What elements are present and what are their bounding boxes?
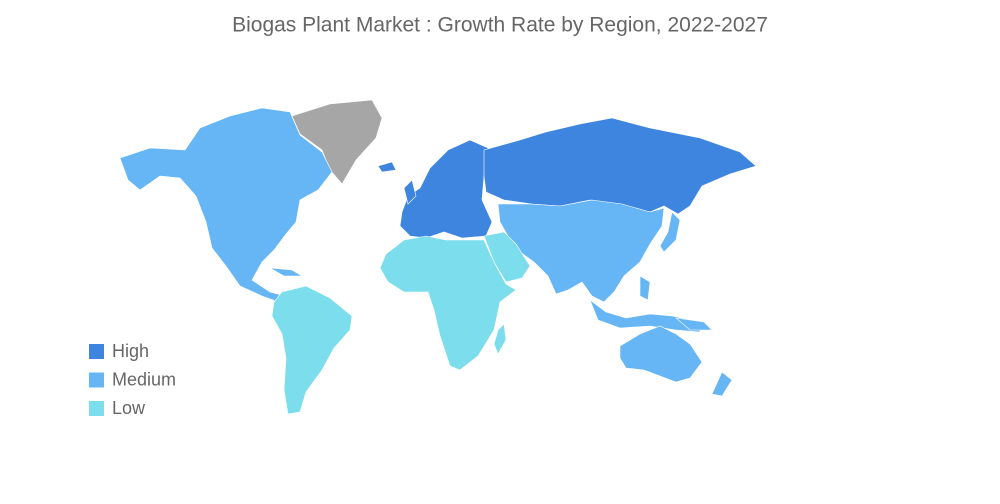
region-madagascar [493, 323, 507, 355]
map-title: Biogas Plant Market : Growth Rate by Reg… [232, 14, 768, 37]
world-map [119, 99, 757, 415]
region-iceland [377, 161, 397, 173]
legend-label: Medium [112, 369, 176, 389]
region-north-america [119, 107, 333, 305]
region-russia [483, 117, 757, 215]
legend-label: High [112, 341, 149, 361]
region-new-zealand [711, 371, 733, 397]
legend: High Medium Low [89, 341, 176, 418]
legend-swatch [89, 372, 104, 388]
region-uk [403, 179, 417, 205]
region-africa [379, 235, 517, 371]
legend-swatch [89, 344, 104, 359]
region-greenland [291, 99, 383, 185]
region-philippines [639, 275, 651, 301]
region-japan [659, 211, 681, 253]
region-asia [497, 199, 665, 303]
region-south-america [271, 285, 353, 415]
region-australia [619, 325, 703, 383]
legend-swatch [89, 401, 104, 416]
region-caribbean [269, 267, 304, 277]
region-indonesia [589, 299, 701, 333]
legend-label: Low [112, 398, 146, 418]
region-papua [675, 317, 713, 331]
